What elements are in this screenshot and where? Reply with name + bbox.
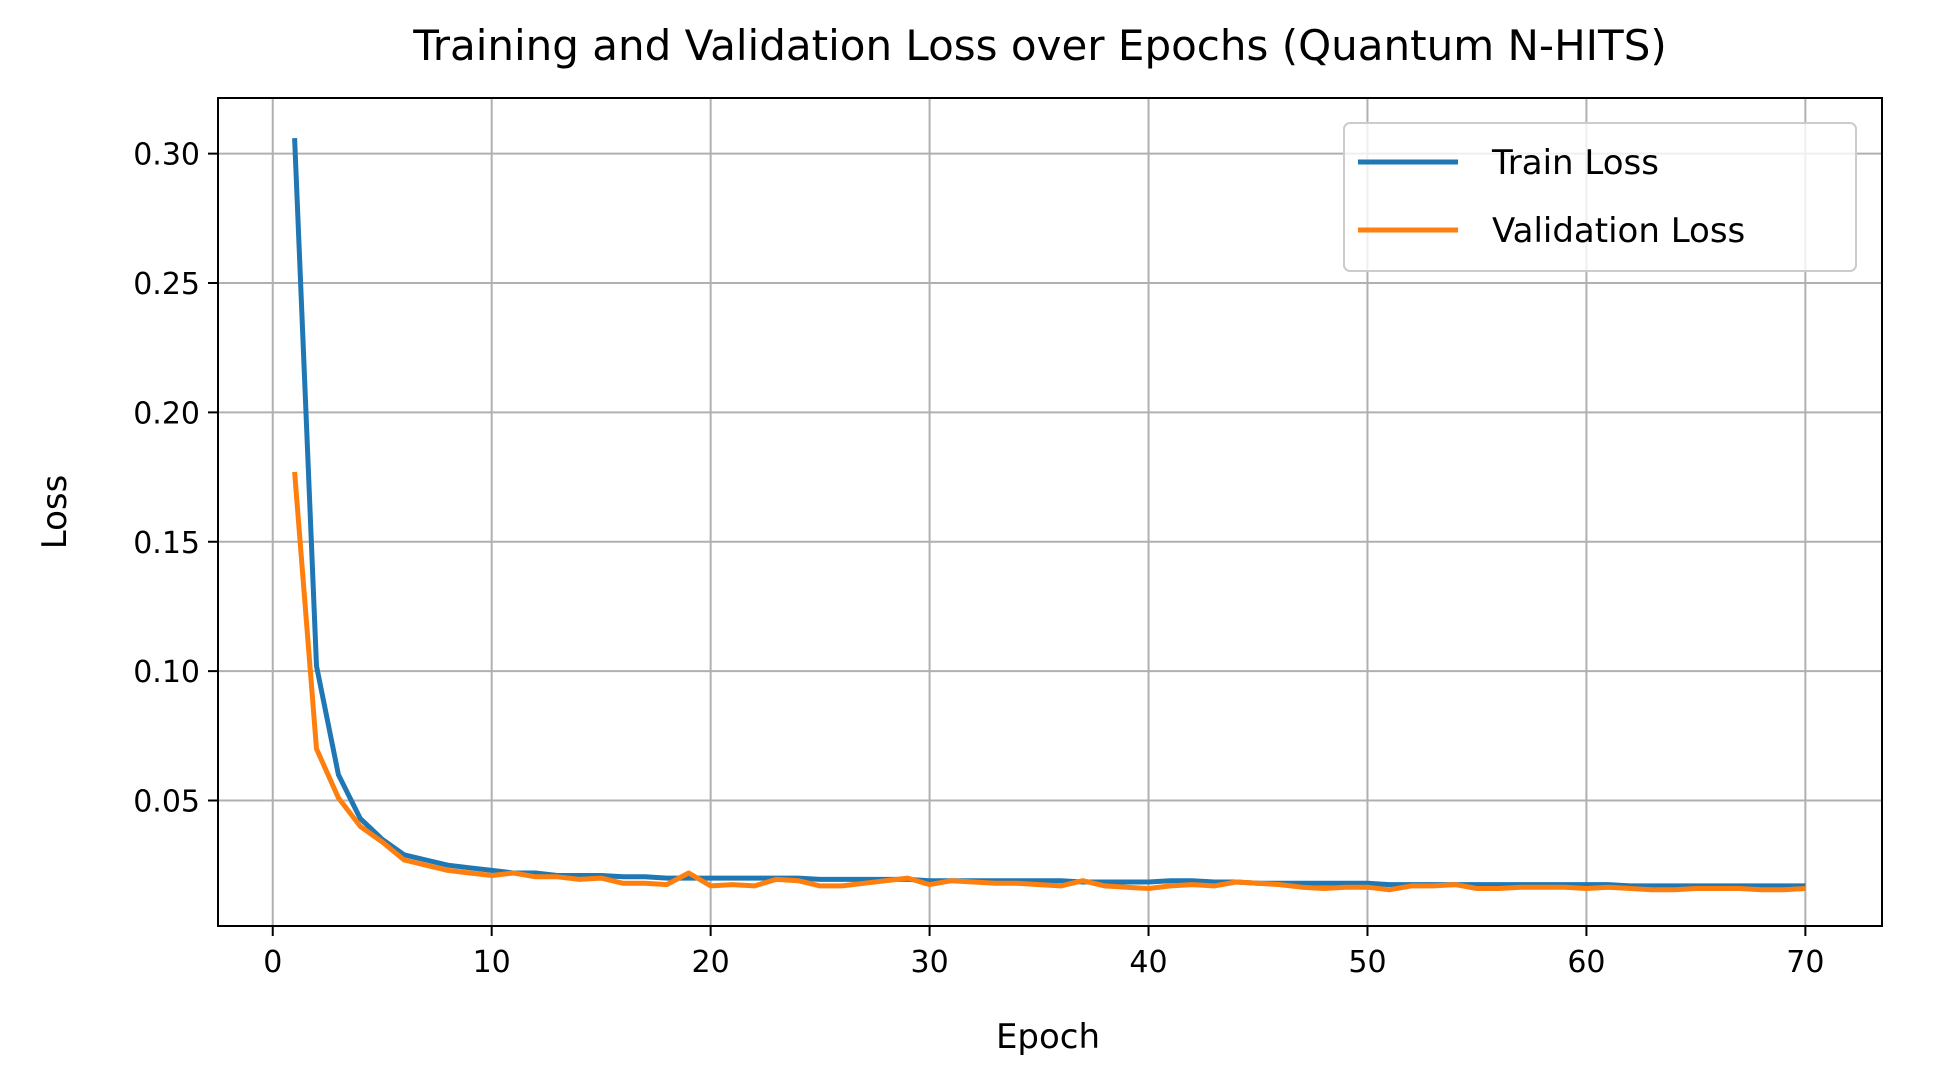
series-line-train-loss	[292, 137, 1806, 889]
x-tick-label: 30	[910, 945, 948, 980]
x-tick-label: 40	[1129, 945, 1167, 980]
x-tick-label: 0	[263, 945, 282, 980]
plot-area-frame	[217, 97, 1883, 927]
series-lines	[292, 137, 1806, 893]
y-tick-label: 0.25	[133, 267, 200, 302]
legend: Train Loss Validation Loss	[1343, 122, 1857, 272]
y-tick-label: 0.30	[133, 138, 200, 173]
y-tick-label: 0.20	[133, 396, 200, 431]
axis-ticks: 0 10 20 30 40 50 60 70 0.05 0.10 0.15 0.20 0.25 0.30	[133, 138, 1824, 980]
y-tick-label: 0.05	[133, 785, 200, 820]
legend-label-train-loss: Train Loss	[1491, 143, 1659, 183]
legend-label-validation-loss: Validation Loss	[1492, 211, 1745, 251]
x-tick-label: 60	[1567, 945, 1605, 980]
y-tick-label: 0.10	[133, 655, 200, 690]
y-tick-label: 0.15	[133, 526, 200, 561]
legend-box	[1343, 122, 1857, 272]
x-tick-label: 70	[1786, 945, 1824, 980]
x-tick-label: 10	[473, 945, 511, 980]
y-axis-label: Loss	[35, 475, 75, 550]
x-axis-label: Epoch	[996, 1017, 1100, 1057]
chart-title: Training and Validation Loss over Epochs…	[412, 21, 1667, 70]
x-tick-label: 50	[1348, 945, 1386, 980]
series-line-validation-loss	[292, 471, 1806, 893]
x-tick-label: 20	[692, 945, 730, 980]
